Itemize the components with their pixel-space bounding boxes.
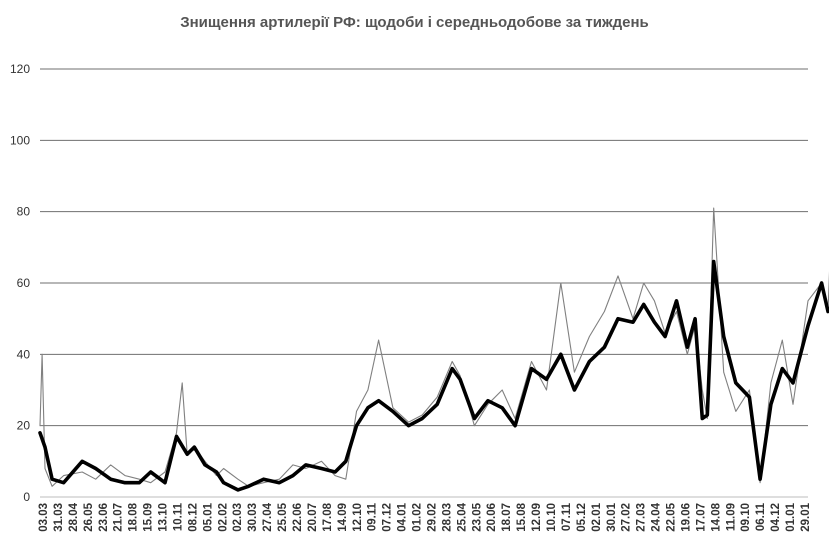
y-axis-ticks: 0 20 40 60 80 100 120 [10, 62, 30, 504]
x-tick-label: 13.10 [158, 503, 170, 532]
x-tick-label: 26.05 [83, 502, 95, 531]
y-tick-label: 80 [17, 205, 31, 219]
y-tick-label: 120 [10, 62, 30, 76]
x-tick-label: 08.12 [187, 503, 199, 532]
series-lines [38, 207, 829, 492]
x-tick-label: 27.04 [262, 502, 274, 531]
x-tick-label: 09.10 [740, 503, 752, 532]
x-tick-label: 27.02 [621, 503, 633, 532]
x-tick-label: 02.03 [232, 503, 244, 532]
x-tick-label: 12.10 [352, 503, 364, 532]
x-tick-label: 14.09 [337, 503, 349, 532]
x-tick-label: 09.11 [367, 502, 379, 531]
x-tick-label: 31.03 [53, 503, 65, 532]
x-tick-label: 29.01 [800, 502, 812, 531]
x-tick-label: 19.06 [680, 503, 692, 532]
y-tick-label: 40 [17, 347, 31, 361]
x-tick-label: 17.08 [322, 502, 334, 531]
series-line-daily [39, 207, 829, 487]
x-tick-label: 25.05 [277, 502, 289, 531]
x-tick-label: 10.11 [172, 502, 184, 531]
x-tick-label: 01.02 [412, 503, 424, 532]
x-tick-label: 06.11 [755, 502, 767, 531]
x-tick-label: 14.08 [710, 502, 722, 531]
x-tick-label: 28.04 [68, 502, 80, 531]
x-tick-label: 05.12 [576, 503, 588, 532]
x-tick-label: 30.03 [247, 503, 259, 532]
x-tick-label: 07.12 [382, 503, 394, 532]
x-tick-label: 05.01 [202, 502, 214, 531]
x-tick-label: 30.01 [606, 502, 618, 531]
chart-title: Знищення артилерії РФ: щодоби і середньо… [180, 14, 649, 31]
x-tick-label: 12.09 [531, 503, 543, 532]
x-tick-label: 11.09 [725, 503, 737, 531]
x-tick-label: 23.06 [98, 503, 110, 532]
x-tick-label: 22.05 [666, 502, 678, 531]
x-tick-label: 29.02 [426, 503, 438, 532]
gridlines [40, 68, 808, 498]
x-tick-label: 10.10 [546, 503, 558, 532]
x-axis-ticks: 03.03 31.03 28.04 26.05 23.06 21.07 18.08 15.09… [38, 502, 812, 531]
y-tick-label: 0 [23, 490, 30, 504]
x-tick-label: 15.08 [516, 502, 528, 531]
x-tick-label: 24.04 [651, 502, 663, 531]
y-tick-label: 100 [10, 133, 30, 147]
x-tick-label: 03.03 [38, 503, 50, 532]
x-tick-label: 22.06 [292, 503, 304, 532]
x-tick-label: 20.07 [307, 503, 319, 532]
x-tick-label: 15.09 [143, 503, 155, 532]
y-tick-label: 20 [17, 419, 31, 433]
x-tick-label: 28.03 [441, 503, 453, 532]
x-tick-label: 17.07 [695, 503, 707, 532]
x-tick-label: 21.07 [113, 503, 125, 532]
x-tick-label: 27.03 [636, 503, 648, 532]
x-tick-label: 04.12 [770, 503, 782, 532]
y-tick-label: 60 [17, 276, 31, 290]
x-tick-label: 02.02 [217, 503, 229, 532]
x-tick-label: 23.05 [471, 502, 483, 531]
x-tick-label: 18.08 [128, 502, 140, 531]
x-tick-label: 04.01 [397, 502, 409, 531]
x-tick-label: 20.06 [486, 503, 498, 532]
x-tick-label: 25.04 [456, 502, 468, 531]
x-tick-label: 02.01 [591, 502, 603, 531]
x-tick-label: 01.01 [785, 502, 797, 531]
x-tick-label: 18.07 [501, 503, 513, 532]
x-tick-label: 07.11 [561, 502, 573, 531]
series-line-weekly-average [38, 259, 829, 492]
